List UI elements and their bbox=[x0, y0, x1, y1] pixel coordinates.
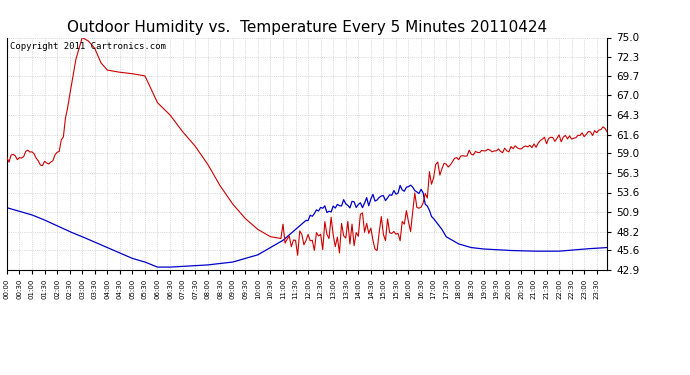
Title: Outdoor Humidity vs.  Temperature Every 5 Minutes 20110424: Outdoor Humidity vs. Temperature Every 5… bbox=[67, 20, 547, 35]
Text: Copyright 2011 Cartronics.com: Copyright 2011 Cartronics.com bbox=[10, 42, 166, 51]
